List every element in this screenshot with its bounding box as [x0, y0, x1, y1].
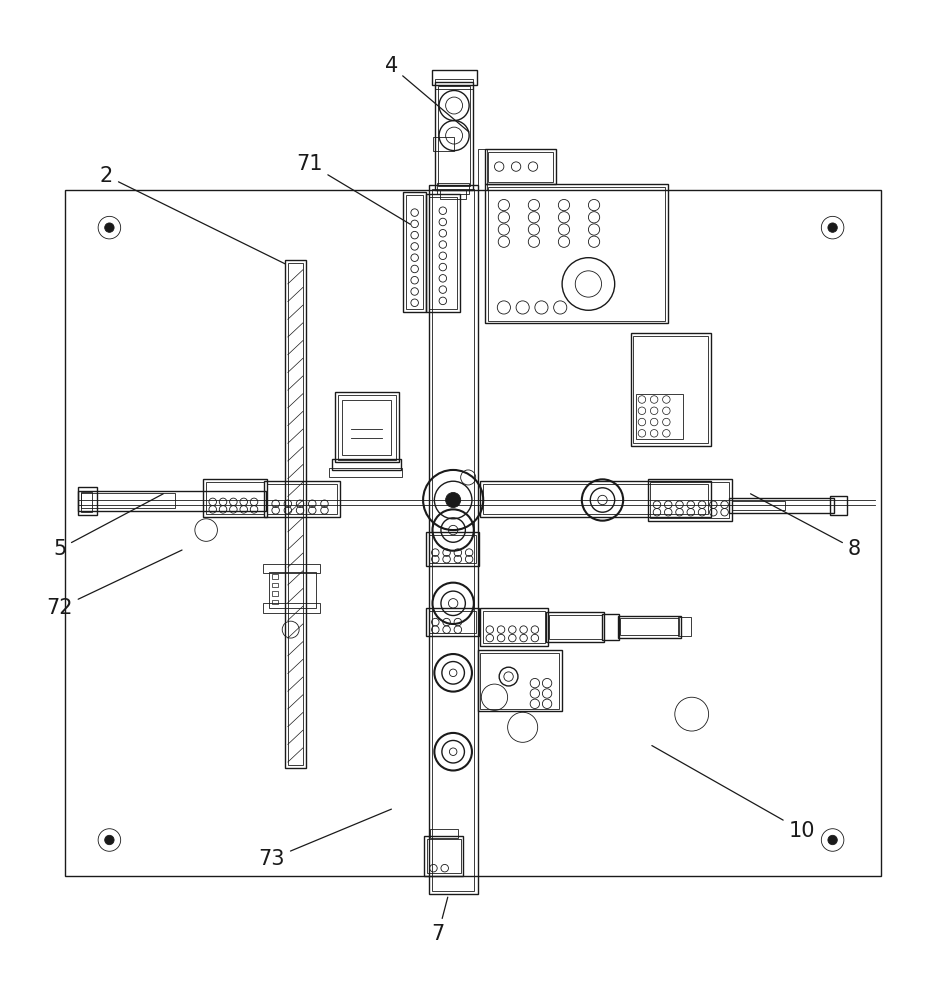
Bar: [81, 492, 92, 512]
Bar: [549, 615, 602, 639]
Bar: [438, 86, 470, 186]
Bar: [429, 611, 476, 633]
Bar: [485, 149, 556, 184]
Circle shape: [446, 492, 461, 508]
Bar: [285, 260, 306, 768]
Text: 8: 8: [751, 494, 861, 559]
Bar: [603, 614, 620, 640]
Bar: [206, 482, 265, 514]
Bar: [427, 839, 461, 873]
Bar: [288, 263, 303, 765]
Bar: [636, 394, 683, 439]
Bar: [269, 572, 316, 608]
Bar: [435, 82, 473, 190]
Bar: [424, 836, 463, 876]
Text: 72: 72: [46, 550, 182, 618]
Bar: [264, 564, 319, 573]
Bar: [633, 336, 707, 443]
Bar: [485, 184, 668, 323]
Bar: [337, 395, 396, 460]
Bar: [332, 459, 401, 470]
Bar: [426, 608, 479, 636]
Bar: [732, 501, 785, 510]
Bar: [430, 829, 458, 838]
Bar: [437, 183, 469, 194]
Bar: [729, 498, 835, 513]
Bar: [630, 333, 710, 446]
Circle shape: [828, 223, 837, 232]
Bar: [265, 481, 339, 517]
Bar: [81, 493, 175, 508]
Bar: [272, 583, 279, 587]
Bar: [433, 137, 454, 151]
Text: 5: 5: [53, 494, 163, 559]
Bar: [429, 535, 476, 563]
Bar: [272, 600, 279, 604]
Bar: [435, 79, 473, 89]
Bar: [406, 195, 423, 309]
Circle shape: [105, 223, 114, 232]
Bar: [429, 185, 478, 894]
Bar: [272, 574, 279, 579]
Bar: [78, 487, 97, 515]
Text: 10: 10: [652, 746, 815, 841]
Text: 4: 4: [384, 56, 469, 132]
Bar: [432, 189, 474, 891]
Bar: [480, 653, 560, 709]
Bar: [480, 608, 548, 646]
Circle shape: [105, 835, 114, 845]
Bar: [480, 481, 710, 517]
Text: 73: 73: [259, 809, 392, 869]
Bar: [329, 468, 402, 477]
Bar: [488, 187, 665, 321]
Bar: [403, 192, 426, 312]
Bar: [478, 650, 562, 711]
Bar: [431, 70, 477, 85]
Text: 2: 2: [100, 166, 285, 264]
Bar: [488, 152, 553, 182]
Circle shape: [828, 835, 837, 845]
Bar: [677, 617, 690, 636]
Bar: [478, 149, 487, 190]
Bar: [618, 616, 681, 638]
Bar: [647, 479, 732, 521]
Bar: [621, 618, 678, 635]
Bar: [483, 484, 707, 514]
Bar: [334, 392, 398, 462]
Bar: [429, 197, 457, 309]
Bar: [440, 190, 466, 199]
Bar: [546, 612, 605, 642]
Bar: [426, 532, 479, 566]
Bar: [426, 194, 460, 312]
Bar: [830, 496, 847, 515]
Text: 71: 71: [296, 154, 411, 224]
Bar: [342, 400, 391, 455]
Bar: [268, 484, 336, 514]
Bar: [264, 603, 319, 613]
Bar: [272, 591, 279, 596]
Text: 7: 7: [431, 897, 447, 944]
Bar: [65, 190, 881, 876]
Bar: [203, 479, 268, 517]
Bar: [78, 491, 267, 511]
Bar: [650, 482, 729, 518]
Bar: [483, 611, 545, 643]
